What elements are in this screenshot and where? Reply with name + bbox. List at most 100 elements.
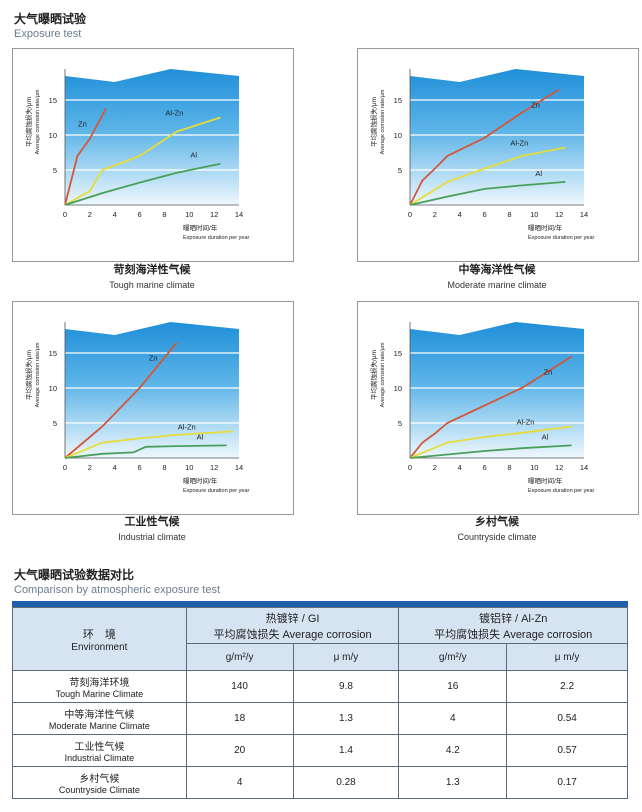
x-axis-label-cn: 曝晒时间/年 bbox=[528, 476, 563, 485]
row-env-cn: 乡村气候 bbox=[79, 774, 120, 785]
row-env-en: Countryside Climate bbox=[58, 785, 140, 795]
cell-az-um: 0.17 bbox=[506, 766, 628, 799]
y-tick-label: 15 bbox=[49, 349, 57, 358]
x-tick-label: 6 bbox=[137, 210, 141, 219]
y-tick-label: 10 bbox=[49, 131, 57, 140]
x-tick-label: 6 bbox=[137, 463, 141, 472]
x-tick-label: 2 bbox=[433, 210, 437, 219]
x-tick-label: 10 bbox=[185, 463, 193, 472]
chart-panel-countryside: 5 10 15 0 2 4 6 8 10 12 14 平均腐蚀损失/μm Average corrosi… bbox=[357, 301, 639, 515]
row-env-cn: 苛刻海洋环境 bbox=[69, 678, 130, 689]
y-tick-label: 15 bbox=[394, 349, 402, 358]
chart-moderate-marine: 5 10 15 0 2 4 6 8 10 12 14 平均腐蚀损失/μm Average corrosi… bbox=[369, 69, 595, 241]
header-env-cn: 环 境 bbox=[82, 628, 116, 641]
caption-en: Countryside climate bbox=[457, 532, 537, 542]
x-tick-label: 6 bbox=[482, 463, 486, 472]
series-label-al-zn: Al-Zn bbox=[178, 422, 196, 431]
cell-az-g: 4 bbox=[398, 702, 508, 735]
x-tick-label: 0 bbox=[408, 210, 412, 219]
x-axis-label-cn: 曝晒时间/年 bbox=[528, 223, 563, 232]
x-tick-label: 12 bbox=[210, 210, 218, 219]
cell-gi-g: 20 bbox=[185, 734, 294, 767]
cell-gi-um: 0.28 bbox=[292, 766, 400, 799]
x-tick-label: 8 bbox=[507, 210, 511, 219]
y-tick-label: 10 bbox=[394, 131, 402, 140]
x-tick-label: 4 bbox=[458, 463, 462, 472]
y-axis-label-en: Average corrosion rate/μm bbox=[380, 89, 386, 154]
cell-gi-um: 1.4 bbox=[292, 734, 400, 767]
x-tick-label: 14 bbox=[235, 463, 243, 472]
section2-title-en: Comparison by atmospheric exposure test bbox=[14, 584, 221, 596]
row-env-en: Moderate Marine Climate bbox=[48, 721, 150, 731]
series-label-al-zn: Al-Zn bbox=[517, 418, 535, 427]
chart-tough-marine: 5 10 15 0 2 4 6 8 10 12 14 平均腐蚀损失/μm Average corrosi… bbox=[24, 69, 250, 241]
x-tick-label: 4 bbox=[113, 463, 117, 472]
x-tick-label: 10 bbox=[530, 463, 538, 472]
x-axis-label-en: Exposure duration per year bbox=[528, 235, 595, 241]
x-axis-label-en: Exposure duration per year bbox=[183, 235, 250, 241]
x-tick-label: 12 bbox=[210, 463, 218, 472]
series-line-al-zn bbox=[64, 430, 233, 459]
series-line-zn bbox=[64, 341, 178, 459]
x-axis-label-en: Exposure duration per year bbox=[183, 488, 250, 494]
y-axis-label-en: Average corrosion rate/μm bbox=[35, 342, 41, 407]
series-line-al-zn bbox=[64, 116, 221, 206]
x-tick-label: 8 bbox=[507, 463, 511, 472]
caption-cn: 苛刻海洋性气候 bbox=[113, 264, 191, 276]
series-line-al bbox=[409, 444, 572, 459]
y-tick-label: 5 bbox=[53, 166, 57, 175]
cell-gi-g: 140 bbox=[185, 670, 294, 703]
x-axis-label-en: Exposure duration per year bbox=[528, 488, 595, 494]
series-line-al-zn bbox=[409, 146, 566, 206]
y-tick-label: 5 bbox=[53, 419, 57, 428]
x-tick-label: 2 bbox=[88, 210, 92, 219]
header-gi-sub: 平均腐蚀损失 Average corrosion bbox=[213, 628, 372, 641]
chart-background bbox=[410, 69, 584, 205]
x-tick-label: 4 bbox=[113, 210, 117, 219]
series-line-al bbox=[64, 162, 221, 206]
x-axis-label-cn: 曝晒时间/年 bbox=[183, 476, 218, 485]
cell-az-um: 0.57 bbox=[506, 734, 628, 767]
y-axis-label-cn: 平均腐蚀损失/μm bbox=[369, 97, 378, 147]
chart-background bbox=[65, 322, 239, 458]
header-gi-cn: 热镀锌 / GI bbox=[265, 612, 320, 625]
section2-title-cn: 大气曝晒试验数据对比 bbox=[14, 568, 135, 582]
x-axis-label-cn: 曝晒时间/年 bbox=[183, 223, 218, 232]
cell-az-g: 4.2 bbox=[398, 734, 508, 767]
x-tick-label: 10 bbox=[530, 210, 538, 219]
series-label-al: Al bbox=[197, 432, 204, 441]
caption-en: Moderate marine climate bbox=[447, 280, 547, 290]
series-line-zn bbox=[409, 355, 573, 459]
y-axis-label-cn: 平均腐蚀损失/μm bbox=[24, 97, 33, 147]
header-alzn: 镀铝锌 / Al-Zn 平均腐蚀损失 Average corrosion bbox=[398, 607, 628, 644]
x-tick-label: 0 bbox=[63, 463, 67, 472]
series-line-zn bbox=[409, 88, 560, 206]
y-tick-label: 15 bbox=[394, 96, 402, 105]
row-env-en: Industrial Climate bbox=[64, 753, 135, 763]
chart-panel-tough-marine: 5 10 15 0 2 4 6 8 10 12 14 平均腐蚀损失/μm Average corrosi… bbox=[12, 48, 294, 262]
section-title-cn: 大气曝晒试验 bbox=[14, 12, 87, 26]
x-tick-label: 8 bbox=[162, 463, 166, 472]
table-row: 工业性气候 Industrial Climate 20 1.4 4.2 0.57 bbox=[12, 734, 628, 767]
cell-az-um: 2.2 bbox=[506, 670, 628, 703]
y-tick-label: 10 bbox=[394, 384, 402, 393]
cell-gi-g: 4 bbox=[185, 766, 294, 799]
series-label-zn: Zn bbox=[78, 119, 87, 128]
header-gi: 热镀锌 / GI 平均腐蚀损失 Average corrosion bbox=[185, 607, 400, 644]
y-axis-label-cn: 平均腐蚀损失/μm bbox=[369, 350, 378, 400]
x-tick-label: 14 bbox=[580, 463, 588, 472]
y-tick-label: 5 bbox=[398, 419, 402, 428]
x-tick-label: 12 bbox=[555, 210, 563, 219]
x-tick-label: 14 bbox=[235, 210, 243, 219]
series-line-al bbox=[409, 181, 566, 206]
series-label-zn: Zn bbox=[544, 368, 553, 377]
x-tick-label: 0 bbox=[63, 210, 67, 219]
table-row: 乡村气候 Countryside Climate 4 0.28 1.3 0.17 bbox=[12, 766, 628, 799]
chart-panel-industrial: 5 10 15 0 2 4 6 8 10 12 14 平均腐蚀损失/μm Average corrosi… bbox=[12, 301, 294, 515]
series-label-zn: Zn bbox=[149, 354, 158, 363]
section-title-en: Exposure test bbox=[14, 28, 82, 40]
chart-panel-moderate-marine: 5 10 15 0 2 4 6 8 10 12 14 平均腐蚀损失/μm Average corrosi… bbox=[357, 48, 639, 262]
series-label-al-zn: Al-Zn bbox=[510, 139, 528, 148]
caption-en: Tough marine climate bbox=[109, 280, 195, 290]
cell-az-g: 16 bbox=[398, 670, 508, 703]
